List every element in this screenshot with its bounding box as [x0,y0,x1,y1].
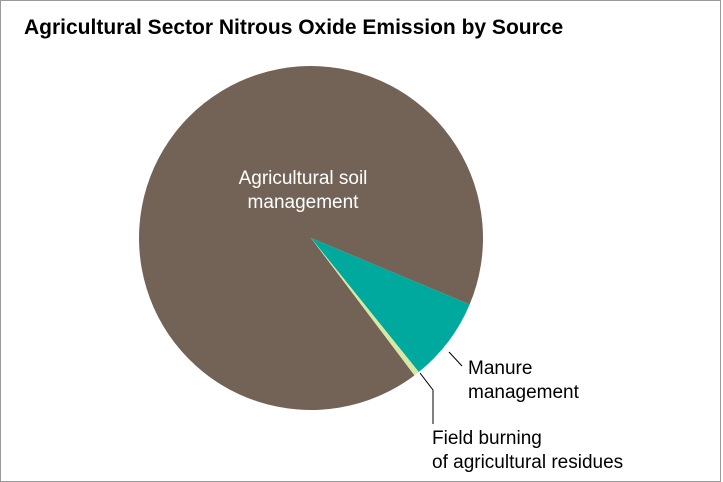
pie-slice [311,238,419,376]
label-line: Manure [468,358,532,379]
pie-slice [311,238,470,373]
chart-title: Agricultural Sector Nitrous Oxide Emissi… [24,16,563,39]
slice-label: Agricultural soil management [239,168,368,213]
slice-label: Manure management [468,358,580,403]
pie-slice [139,65,484,410]
label-line: of agricultural residues [432,452,623,473]
leader-line [419,372,434,424]
label-line: management [468,382,580,403]
slice-label: Field burning of agricultural residues [432,428,623,473]
label-line: management [248,192,360,213]
label-line: Agricultural soil [239,168,368,189]
leader-line [448,351,463,367]
label-line: Field burning [432,428,542,449]
